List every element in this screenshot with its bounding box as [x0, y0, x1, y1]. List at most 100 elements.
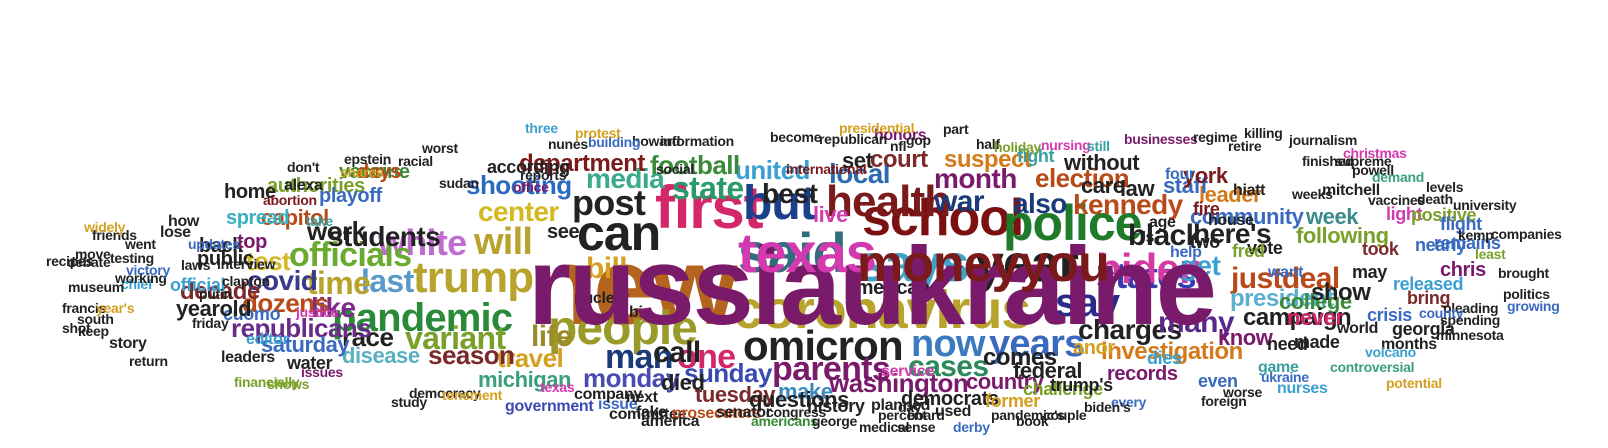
cloud-word: financially: [234, 374, 300, 390]
cloud-word: cuomo: [223, 304, 281, 324]
cloud-word: spread: [226, 207, 290, 229]
cloud-word: york: [1183, 163, 1228, 188]
cloud-word: may: [1352, 262, 1387, 282]
cloud-word: derby: [953, 419, 990, 435]
cloud-word: county: [1419, 305, 1464, 321]
cloud-word: senator: [716, 404, 772, 421]
cloud-word: regime: [1193, 129, 1238, 145]
cloud-word: age: [1149, 214, 1176, 231]
cloud-word: return: [129, 353, 168, 369]
cloud-word: death: [1417, 191, 1453, 207]
cloud-word: coronavirus: [733, 280, 1031, 340]
cloud-word: couple: [1043, 407, 1087, 423]
cloud-word: week: [1306, 204, 1359, 229]
cloud-word: mitchell: [1322, 182, 1380, 199]
cloud-word: pandemic: [332, 296, 513, 340]
cloud-word: two: [1190, 232, 1220, 252]
cloud-word: don't: [287, 159, 320, 175]
cloud-word: months: [1381, 336, 1437, 353]
cloud-word: post: [572, 182, 646, 223]
cloud-word: top: [237, 231, 267, 253]
cloud-word: war: [934, 185, 985, 218]
cloud-word: first: [655, 174, 764, 241]
cloud-word: election: [1035, 163, 1130, 193]
cloud-word: man: [605, 338, 674, 376]
cloud-word: house: [1208, 212, 1254, 229]
cloud-word: former: [985, 391, 1040, 411]
cloud-word: race: [342, 322, 394, 352]
cloud-word: protest: [575, 125, 621, 141]
cloud-word: pandemic's: [991, 407, 1065, 423]
cloud-word: worse: [1223, 384, 1263, 400]
cloud-word: nunes: [548, 136, 588, 152]
cloud-word: states: [1096, 255, 1196, 296]
cloud-word: widely: [84, 219, 126, 235]
cloud-word: used: [935, 403, 972, 420]
cloud-word: department: [519, 150, 645, 177]
cloud-word: three: [525, 120, 558, 136]
cloud-word: democracy: [409, 385, 481, 401]
cloud-word: public: [197, 248, 254, 270]
cloud-word: percent: [878, 407, 927, 423]
cloud-word: half: [976, 136, 1000, 152]
cloud-word: went: [125, 236, 156, 252]
cloud-word: time: [307, 265, 371, 301]
cloud-word: demand: [1372, 169, 1424, 185]
cloud-word: disease: [342, 343, 420, 368]
cloud-word: shot: [62, 320, 91, 336]
cloud-word: retire: [1228, 138, 1262, 154]
cloud-word: took: [1362, 239, 1399, 259]
cloud-word: businesses: [1124, 131, 1198, 147]
cloud-word: christmas: [1343, 145, 1407, 161]
cloud-word: here's: [1193, 218, 1272, 249]
cloud-word: laws: [181, 257, 211, 273]
cloud-word: game: [1258, 359, 1299, 376]
cloud-word: weeks: [1292, 186, 1333, 202]
cloud-word: biden's: [1084, 399, 1131, 415]
cloud-word: controversial: [1330, 359, 1415, 375]
cloud-word: move: [75, 246, 111, 262]
cloud-word: kemp: [1458, 227, 1494, 243]
cloud-word: bring: [1407, 288, 1451, 308]
cloud-word: positive: [1411, 205, 1477, 225]
cloud-word: pleading: [1443, 300, 1499, 316]
cloud-word: growing: [1507, 298, 1560, 314]
cloud-word: university: [1453, 197, 1517, 213]
cloud-word: justdeal: [1231, 262, 1340, 295]
cloud-word: light: [1386, 204, 1423, 224]
cloud-word: yearold: [176, 296, 252, 321]
cloud-word: south: [77, 311, 114, 327]
cloud-word: least: [1475, 246, 1506, 262]
cloud-word: can: [577, 205, 661, 261]
cloud-word: reports: [520, 167, 567, 183]
cloud-word: investigation: [1101, 338, 1243, 365]
cloud-word: texas: [738, 221, 877, 284]
cloud-word: companies: [1491, 226, 1562, 242]
cloud-word: call: [653, 336, 701, 369]
cloud-word: museum: [68, 279, 124, 295]
cloud-word: information: [660, 133, 734, 149]
cloud-word: vote: [1247, 238, 1283, 258]
cloud-word: potential: [1386, 375, 1442, 391]
cloud-word: sudan: [439, 175, 479, 191]
cloud-word: never: [1287, 305, 1344, 330]
cloud-word: tenement: [442, 387, 502, 403]
cloud-word: washington: [829, 368, 969, 398]
cloud-word: racial: [398, 153, 433, 169]
cloud-word: campaign: [1243, 304, 1352, 331]
cloud-word: one: [677, 338, 736, 376]
cloud-word: test: [246, 246, 291, 276]
cloud-word: levels: [1426, 179, 1464, 195]
cloud-word: monday: [583, 363, 680, 393]
cloud-word: say: [1055, 281, 1120, 325]
cloud-word: biden: [1096, 245, 1205, 292]
cloud-word: foreign: [1201, 393, 1247, 409]
cloud-word: season: [428, 340, 515, 370]
cloud-word: lose: [160, 224, 191, 241]
cloud-word: vaccines: [1368, 192, 1425, 208]
cloud-word: local: [829, 158, 891, 189]
cloud-word: powell: [1352, 162, 1394, 178]
cloud-word: back: [199, 235, 243, 257]
cloud-word: cases: [908, 350, 989, 383]
cloud-word: texas: [540, 379, 575, 395]
